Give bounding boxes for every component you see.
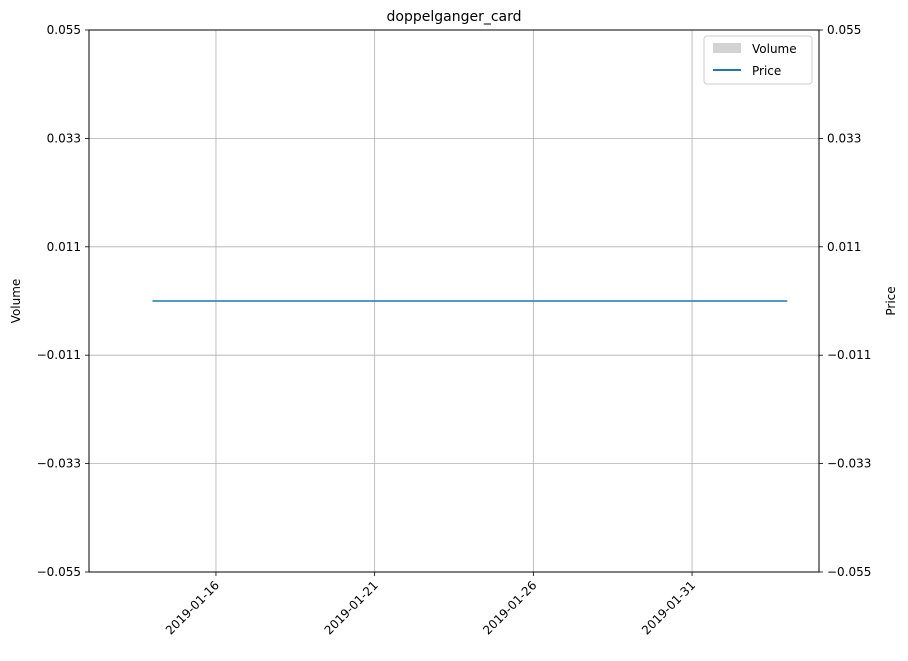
right-y-tick-label: 0.033	[827, 131, 861, 145]
left-y-tick-label: −0.055	[37, 565, 81, 579]
right-y-axis-ticks: 0.055 0.033 0.011 −0.011 −0.033 −0.055	[819, 23, 871, 579]
right-y-tick-label: −0.055	[827, 565, 871, 579]
legend-volume-swatch	[713, 43, 741, 53]
left-y-tick-label: 0.055	[47, 23, 81, 37]
left-y-tick-label: −0.033	[37, 457, 81, 471]
left-y-axis-ticks: 0.055 0.033 0.011 −0.011 −0.033 −0.055	[37, 23, 89, 579]
right-y-axis-label: Price	[884, 286, 898, 315]
left-y-axis-label: Volume	[9, 279, 23, 324]
right-y-tick-label: 0.055	[827, 23, 861, 37]
legend-price-label: Price	[752, 64, 781, 78]
left-y-tick-label: −0.011	[37, 348, 81, 362]
left-y-tick-label: 0.033	[47, 131, 81, 145]
legend-volume-label: Volume	[752, 42, 797, 56]
chart-title: doppelganger_card	[387, 9, 522, 25]
left-y-tick-label: 0.011	[47, 240, 81, 254]
right-y-tick-label: 0.011	[827, 240, 861, 254]
right-y-tick-label: −0.011	[827, 348, 871, 362]
legend: Volume Price	[703, 35, 813, 85]
plot-frame	[88, 29, 820, 573]
right-y-tick-label: −0.033	[827, 457, 871, 471]
